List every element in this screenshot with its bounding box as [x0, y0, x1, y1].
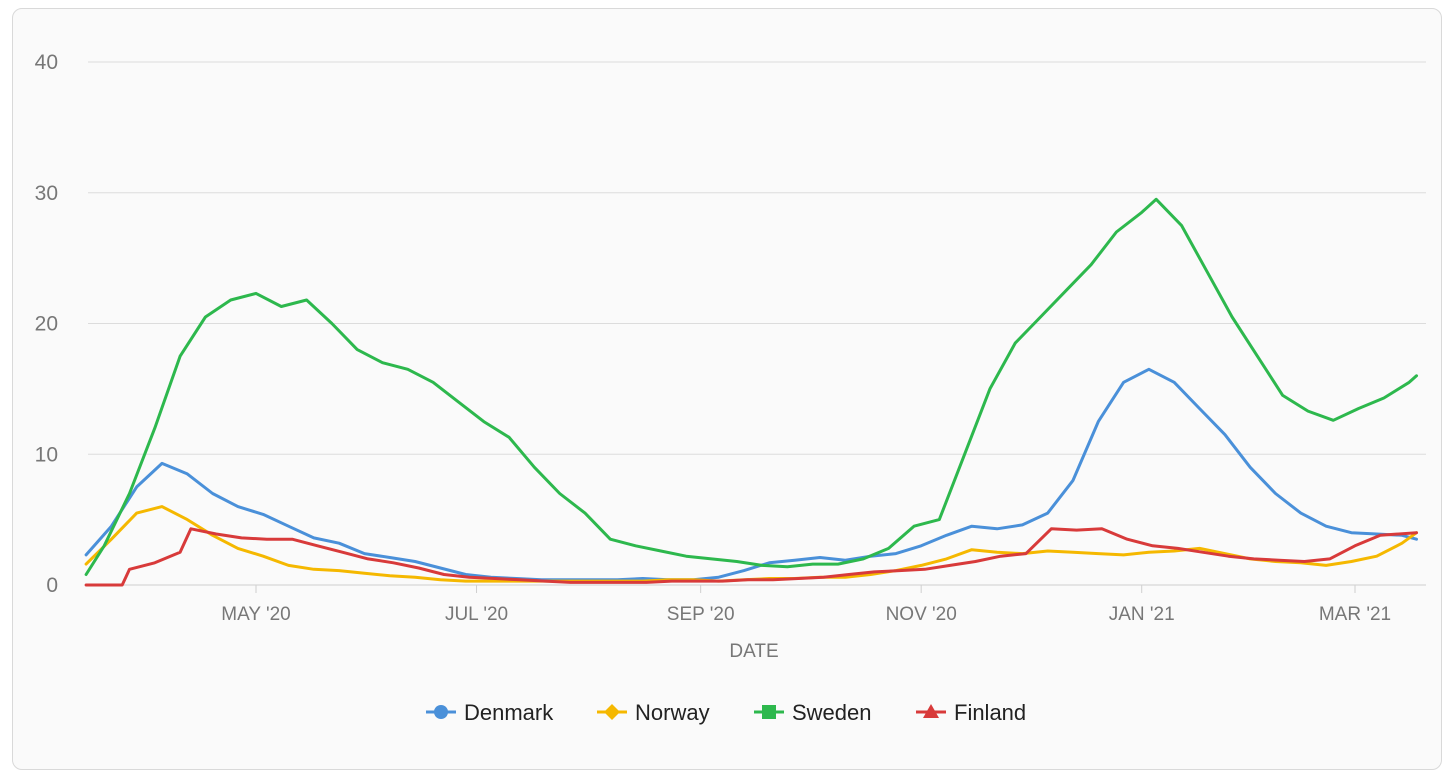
y-tick-label: 10: [35, 443, 58, 466]
x-axis-label: DATE: [729, 641, 778, 662]
legend-marker-triangle-icon: [923, 704, 939, 718]
x-axis-ticks: MAY '20 JUL '20 SEP '20 NOV '20 JAN '21 MAR '…: [221, 585, 1391, 625]
gridlines: [88, 61, 1426, 586]
legend-label: Finland: [954, 700, 1026, 725]
y-tick-label: 0: [46, 574, 58, 597]
x-tick-label: NOV '20: [886, 604, 957, 625]
x-tick-label: MAY '20: [221, 604, 290, 625]
series-line-finland: [84, 527, 1418, 587]
legend[interactable]: Denmark Norway Sweden Finland: [426, 700, 1026, 725]
y-tick-label: 40: [35, 51, 58, 74]
legend-label: Sweden: [792, 700, 872, 725]
series-line-denmark: [84, 367, 1418, 582]
x-tick-label: SEP '20: [667, 604, 735, 625]
x-tick-label: JUL '20: [445, 604, 508, 625]
legend-item-finland[interactable]: Finland: [916, 700, 1026, 725]
legend-marker-circle-icon: [434, 705, 448, 719]
x-tick-label: JAN '21: [1109, 604, 1175, 625]
series-line-norway: [84, 505, 1418, 583]
series-lines: [84, 197, 1418, 587]
legend-marker-square-icon: [762, 705, 776, 719]
legend-label: Denmark: [464, 700, 554, 725]
y-axis-ticks: 0 10 20 30 40: [35, 51, 58, 597]
legend-item-norway[interactable]: Norway: [597, 700, 710, 725]
x-tick-label: MAR '21: [1319, 604, 1391, 625]
y-tick-label: 30: [35, 182, 58, 205]
y-tick-label: 20: [35, 313, 58, 336]
legend-label: Norway: [635, 700, 710, 725]
legend-item-denmark[interactable]: Denmark: [426, 700, 554, 725]
chart-card: [12, 8, 1442, 770]
legend-item-sweden[interactable]: Sweden: [754, 700, 872, 725]
legend-marker-diamond-icon: [604, 704, 620, 720]
series-line-sweden: [84, 197, 1418, 576]
